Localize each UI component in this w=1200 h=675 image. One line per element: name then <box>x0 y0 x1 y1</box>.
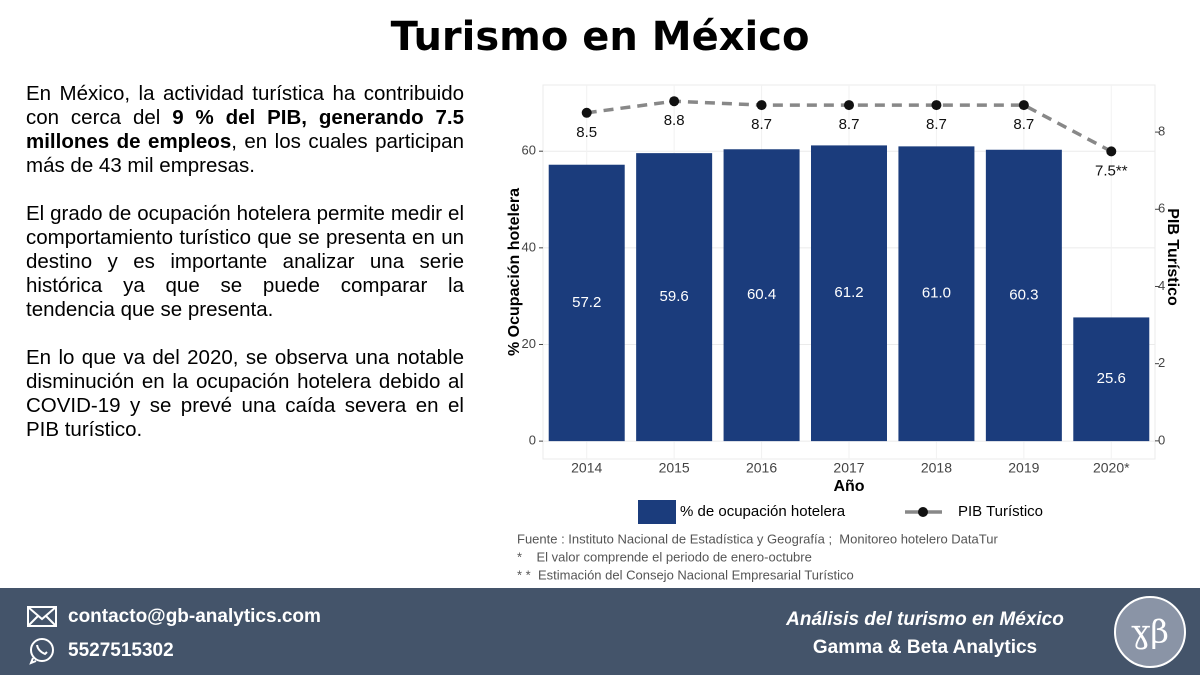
text-run: , en los cuales participan más de 43 mil… <box>26 130 464 177</box>
x-tick-label: 2019 <box>1008 460 1039 476</box>
pib-point <box>581 107 592 118</box>
pib-point <box>756 100 767 111</box>
y2-tick-label: 0 <box>1158 432 1165 447</box>
text-run: En lo que va del 2020, se observa una no… <box>26 346 464 441</box>
pib-value-label: 8.7 <box>926 116 947 133</box>
x-tick-label: 2018 <box>921 460 952 476</box>
pib-point <box>1018 100 1029 111</box>
phone-icon <box>29 638 54 665</box>
bar-value-label: 59.6 <box>660 288 689 305</box>
phone: 5527515302 <box>68 640 174 661</box>
pib-point <box>669 96 680 107</box>
y2-tick-label: 2 <box>1158 355 1165 370</box>
pib-value-label: 8.5 <box>576 124 597 141</box>
y2-tick-label: 4 <box>1158 278 1165 293</box>
note: Fuente : Instituto Nacional de Estadísti… <box>517 531 998 546</box>
pib-value-label: 8.7 <box>751 116 772 133</box>
pib-value-label: 8.7 <box>1013 116 1034 133</box>
bar <box>636 153 713 442</box>
logo-text: ɣβ <box>1131 613 1169 651</box>
footer-caption: Gamma & Beta Analytics <box>813 637 1037 658</box>
x-axis-label: Año <box>833 478 864 495</box>
footer-caption: Análisis del turismo en México <box>785 609 1064 630</box>
pib-value-label: 8.8 <box>664 112 685 129</box>
title: Turismo en México <box>390 14 810 60</box>
email: contacto@gb-analytics.com <box>68 606 321 627</box>
x-tick-label: 2020* <box>1093 460 1130 476</box>
bar <box>723 149 800 442</box>
pib-point <box>1106 146 1117 157</box>
bar-value-label: 57.2 <box>572 294 601 311</box>
bar-value-label: 60.3 <box>1009 286 1038 303</box>
paragraph: En México, la actividad turística ha con… <box>26 82 464 178</box>
y-tick-label: 40 <box>522 239 536 254</box>
text-run: El grado de ocupación hotelera permite m… <box>26 202 464 321</box>
y-axis-label: % Ocupación hotelera <box>506 188 523 356</box>
x-tick-label: 2015 <box>659 460 690 476</box>
pib-point <box>844 100 854 111</box>
paragraph: El grado de ocupación hotelera permite m… <box>26 202 464 322</box>
y-tick-label: 0 <box>529 433 536 448</box>
bar <box>1073 317 1150 442</box>
logo <box>1114 596 1186 668</box>
legend-label: PIB Turístico <box>958 503 1043 520</box>
note: * El valor comprende el periodo de enero… <box>517 549 812 564</box>
email-icon <box>27 606 57 627</box>
x-tick-label: 2014 <box>571 460 602 476</box>
y2-tick-label: 6 <box>1158 201 1165 216</box>
bar-value-label: 60.4 <box>747 286 776 303</box>
legend-swatch <box>638 500 676 524</box>
bar <box>985 149 1062 442</box>
legend-swatch <box>918 507 928 517</box>
bar <box>548 164 625 442</box>
bar-value-label: 61.0 <box>922 285 951 302</box>
footer <box>0 588 1200 675</box>
paragraph: En lo que va del 2020, se observa una no… <box>26 346 464 442</box>
x-tick-label: 2016 <box>746 460 777 476</box>
bar <box>811 145 887 442</box>
y2-axis-label: PIB Turístico <box>1164 208 1181 306</box>
bar-value-label: 61.2 <box>834 284 863 301</box>
pib-value-label: 8.7 <box>839 116 860 133</box>
y2-tick-label: 8 <box>1158 124 1165 139</box>
body-text: En México, la actividad turística ha con… <box>26 82 464 466</box>
legend-label: % de ocupación hotelera <box>680 503 846 520</box>
y-tick-label: 60 <box>522 143 536 158</box>
pib-point <box>931 100 942 111</box>
bar <box>898 146 975 442</box>
y-tick-label: 20 <box>522 336 536 351</box>
x-tick-label: 2017 <box>833 460 864 476</box>
bar-value-label: 25.6 <box>1097 370 1126 387</box>
note: * * Estimación del Consejo Nacional Empr… <box>517 567 854 582</box>
pib-value-label: 7.5** <box>1095 162 1128 179</box>
text-run: En México, la actividad turística ha con… <box>26 82 464 129</box>
text-run: 9 % del PIB, generando 7.5 millones de e… <box>26 106 464 153</box>
